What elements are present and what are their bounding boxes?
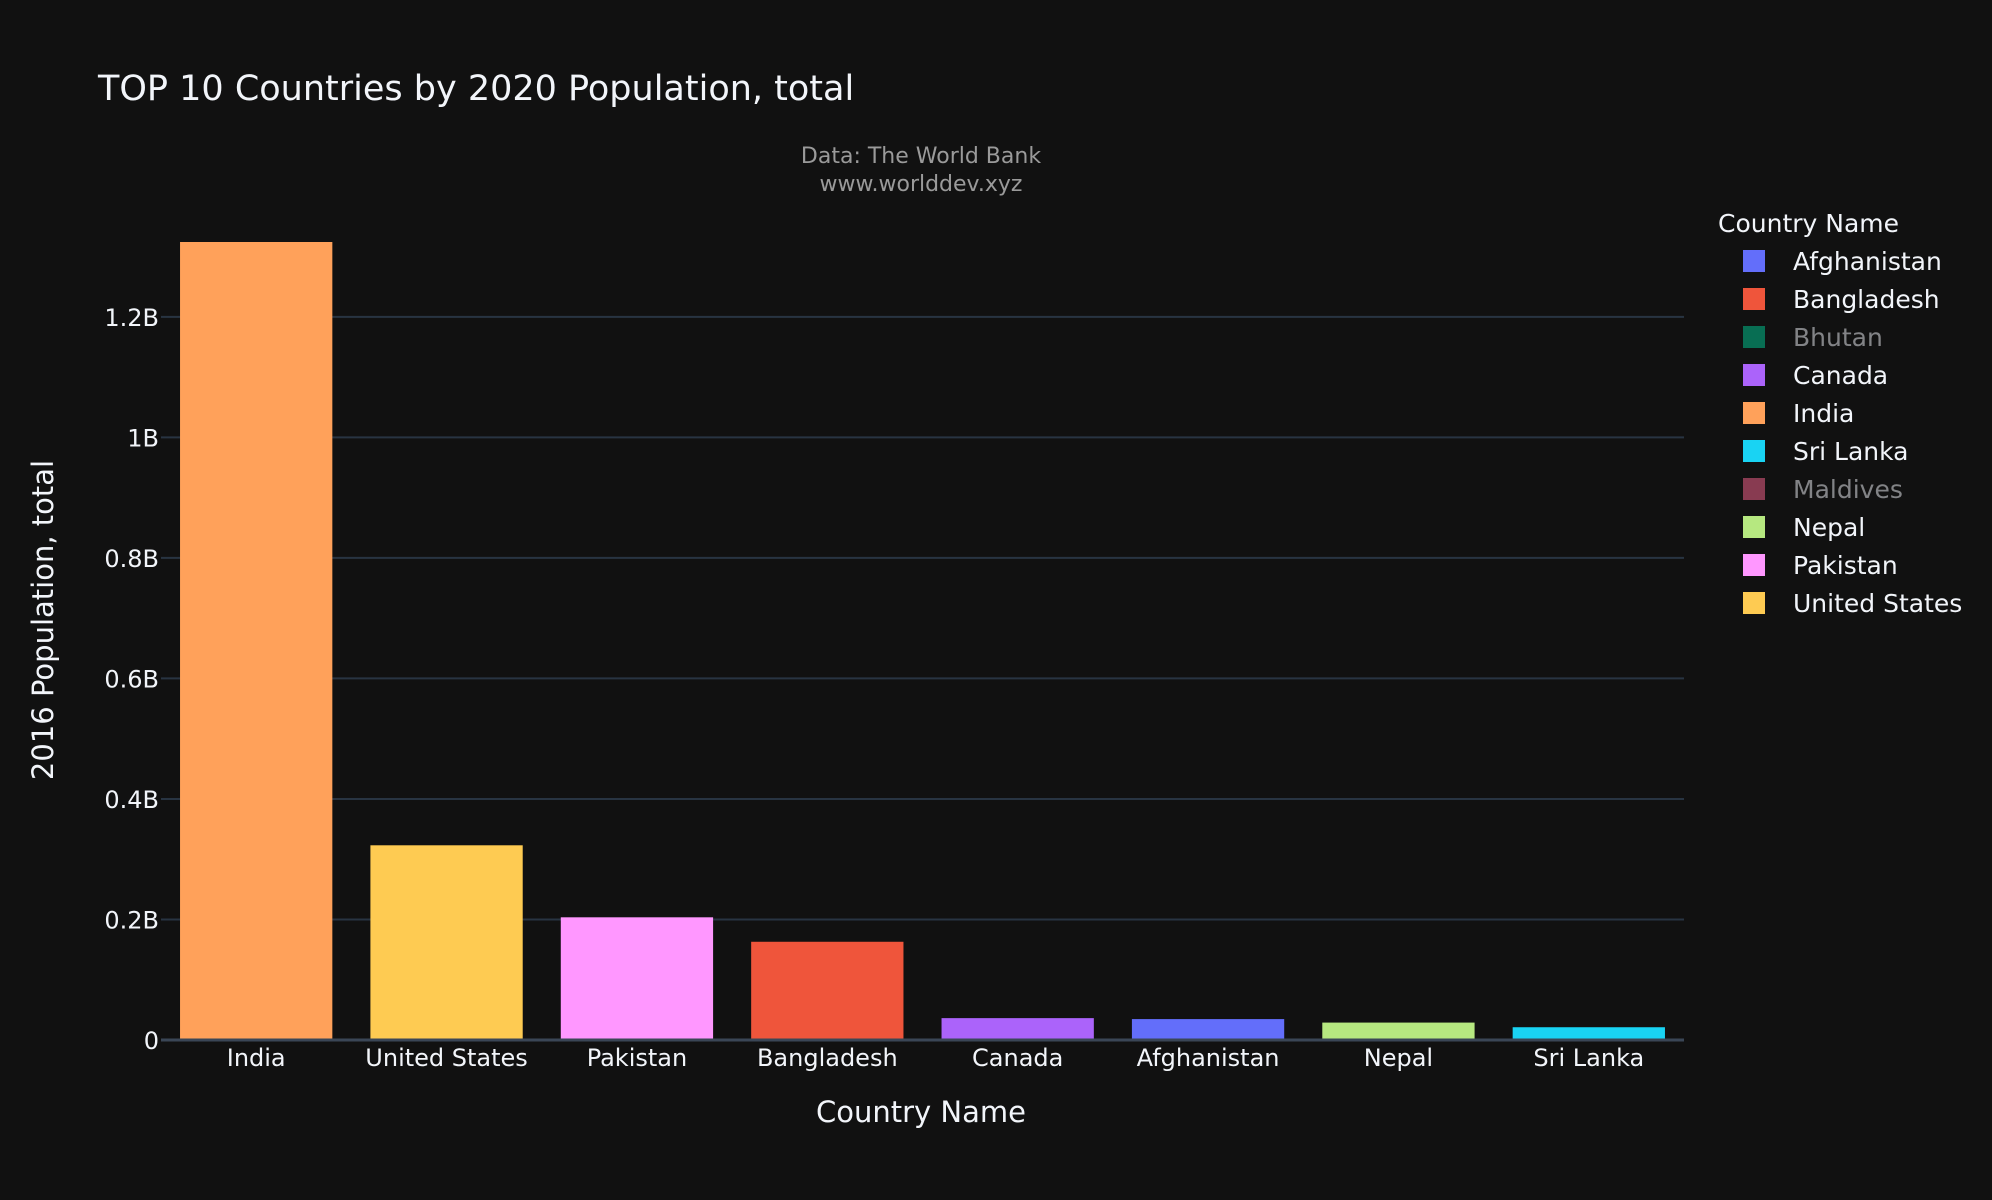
x-tick-label: Sri Lanka	[1533, 1044, 1644, 1072]
y-tick-label: 0.2B	[104, 906, 159, 934]
y-tick-label: 1B	[127, 424, 159, 452]
legend-swatch	[1743, 554, 1765, 576]
bar-canada[interactable]	[941, 1018, 1094, 1040]
legend-item-afghanistan[interactable]: Afghanistan	[1743, 247, 1942, 276]
bar-india[interactable]	[180, 242, 333, 1040]
legend-title: Country Name	[1718, 209, 1899, 238]
legend-item-bhutan[interactable]: Bhutan	[1743, 323, 1883, 352]
x-tick-label: Nepal	[1364, 1044, 1433, 1072]
source-annotation-line-1: Data: The World Bank	[801, 144, 1041, 169]
legend-swatch	[1743, 402, 1765, 424]
legend-label: Bangladesh	[1793, 285, 1940, 314]
bar-pakistan[interactable]	[560, 917, 714, 1040]
legend-swatch	[1743, 440, 1765, 462]
bar-sri-lanka[interactable]	[1512, 1027, 1665, 1040]
bars	[180, 242, 1665, 1040]
legend-item-pakistan[interactable]: Pakistan	[1743, 551, 1898, 580]
x-tick-label: India	[227, 1044, 286, 1072]
legend-swatch	[1743, 592, 1765, 614]
legend-swatch	[1743, 326, 1765, 348]
legend-item-maldives[interactable]: Maldives	[1743, 475, 1903, 504]
gridlines	[161, 315, 1684, 921]
legend-swatch	[1743, 478, 1765, 500]
legend-item-united-states[interactable]: United States	[1743, 589, 1962, 618]
y-tick-label: 0.4B	[104, 786, 159, 814]
legend-label: Afghanistan	[1793, 247, 1942, 276]
legend-label: India	[1793, 399, 1854, 428]
legend-swatch	[1743, 250, 1765, 272]
bar-bangladesh[interactable]	[751, 941, 904, 1040]
bar-united-states[interactable]	[370, 845, 523, 1040]
bar-nepal[interactable]	[1322, 1022, 1475, 1040]
legend-label: Nepal	[1793, 513, 1865, 542]
legend: Country Name Afghanistan Bangladesh Bhutan…	[1718, 209, 1962, 618]
legend-item-india[interactable]: India	[1743, 399, 1854, 428]
legend-swatch	[1743, 516, 1765, 538]
axes: 0 0.2B 0.4B 0.6B 0.8B 1B 1.2B India United State…	[104, 304, 1684, 1072]
legend-item-nepal[interactable]: Nepal	[1743, 513, 1865, 542]
chart-title: TOP 10 Countries by 2020 Population, tot…	[97, 69, 854, 109]
y-axis-title: 2016 Population, total	[26, 460, 60, 780]
legend-item-sri-lanka[interactable]: Sri Lanka	[1743, 437, 1909, 466]
x-tick-label: Canada	[972, 1044, 1063, 1072]
y-tick-label: 1.2B	[104, 304, 159, 332]
bar-afghanistan[interactable]	[1131, 1019, 1285, 1040]
x-tick-label: Afghanistan	[1137, 1044, 1280, 1072]
y-tick-label: 0.8B	[104, 545, 159, 573]
legend-label: Sri Lanka	[1793, 437, 1909, 466]
x-tick-label: United States	[365, 1044, 528, 1072]
legend-label: Bhutan	[1793, 323, 1883, 352]
legend-item-canada[interactable]: Canada	[1743, 361, 1888, 390]
x-axis-title: Country Name	[816, 1095, 1026, 1129]
source-annotation-line-2: www.worlddev.xyz	[820, 172, 1023, 197]
x-tick-label: Pakistan	[587, 1044, 688, 1072]
legend-label: United States	[1793, 589, 1962, 618]
legend-label: Maldives	[1793, 475, 1903, 504]
legend-swatch	[1743, 288, 1765, 310]
y-tick-label: 0	[144, 1027, 159, 1055]
legend-label: Pakistan	[1793, 551, 1898, 580]
x-tick-label: Bangladesh	[757, 1044, 898, 1072]
legend-item-bangladesh[interactable]: Bangladesh	[1743, 285, 1940, 314]
legend-swatch	[1743, 364, 1765, 386]
y-tick-label: 0.6B	[104, 665, 159, 693]
legend-label: Canada	[1793, 361, 1888, 390]
